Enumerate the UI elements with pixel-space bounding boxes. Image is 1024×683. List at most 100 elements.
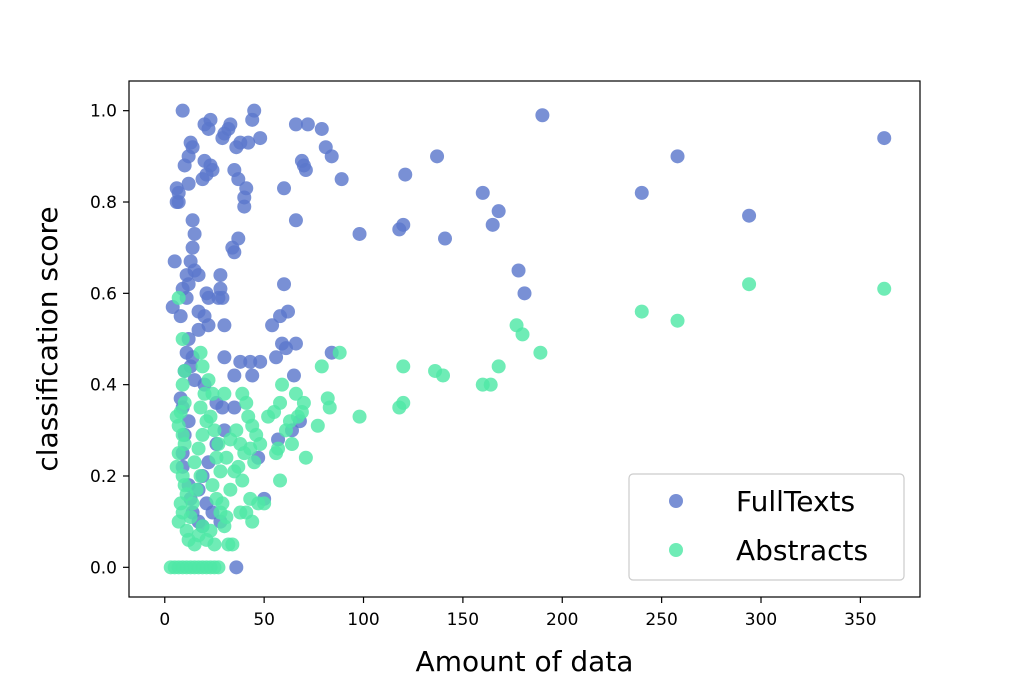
data-point xyxy=(742,277,757,292)
data-point xyxy=(742,208,757,223)
data-point xyxy=(265,318,280,333)
data-point xyxy=(201,373,216,388)
data-point xyxy=(398,167,413,182)
x-tick-label: 200 xyxy=(546,610,578,630)
data-point xyxy=(175,103,190,118)
x-tick-label: 0 xyxy=(159,610,170,630)
data-point xyxy=(239,395,254,410)
y-tick-label: 1.0 xyxy=(90,102,117,122)
data-point xyxy=(511,263,526,278)
data-point xyxy=(209,450,224,465)
data-point xyxy=(215,496,230,511)
data-point xyxy=(225,537,240,552)
data-point xyxy=(189,482,204,497)
data-point xyxy=(191,441,206,456)
data-point xyxy=(275,377,290,392)
data-point xyxy=(245,514,260,529)
x-tick-label: 150 xyxy=(447,610,479,630)
legend-box xyxy=(628,473,905,581)
data-point xyxy=(670,149,685,164)
data-point xyxy=(352,226,367,241)
data-point xyxy=(231,459,246,474)
data-point xyxy=(438,231,453,246)
legend-marker-fulltexts xyxy=(669,494,683,508)
legend-label-abstracts: Abstracts xyxy=(736,534,868,567)
data-point xyxy=(203,523,218,538)
data-point xyxy=(207,423,222,438)
y-tick-label: 0.6 xyxy=(90,284,117,304)
x-tick-label: 250 xyxy=(645,610,677,630)
data-point xyxy=(253,354,268,369)
data-point xyxy=(253,437,268,452)
data-point xyxy=(227,368,242,383)
data-point xyxy=(245,368,260,383)
data-point xyxy=(195,359,210,374)
data-point xyxy=(288,213,303,228)
data-point xyxy=(219,450,234,465)
data-point xyxy=(215,290,230,305)
data-point xyxy=(191,268,206,283)
data-point xyxy=(229,140,244,155)
data-point xyxy=(181,149,196,164)
data-point xyxy=(634,185,649,200)
data-point xyxy=(273,473,288,488)
data-point xyxy=(229,560,244,575)
y-tick-label: 0.8 xyxy=(90,193,117,213)
x-tick-label: 350 xyxy=(844,610,876,630)
y-tick-label: 0.4 xyxy=(90,376,117,396)
data-point xyxy=(175,332,190,346)
data-point xyxy=(227,245,242,260)
data-point xyxy=(215,400,230,415)
data-point xyxy=(253,131,268,146)
x-tick-label: 300 xyxy=(745,610,777,630)
x-axis-label: Amount of data xyxy=(416,645,634,678)
data-point xyxy=(171,290,186,305)
data-point xyxy=(233,505,248,520)
data-point xyxy=(217,350,232,365)
plot-frame xyxy=(128,80,921,598)
data-point xyxy=(288,336,303,351)
data-point xyxy=(245,112,260,127)
data-point xyxy=(213,464,228,479)
data-point xyxy=(215,131,230,146)
data-point xyxy=(324,149,339,164)
data-point xyxy=(300,117,315,132)
data-point xyxy=(227,400,242,415)
data-point xyxy=(877,281,892,296)
data-point xyxy=(396,217,411,232)
data-point xyxy=(185,496,200,511)
data-point xyxy=(219,510,234,525)
data-point xyxy=(195,427,210,442)
data-point xyxy=(396,395,411,410)
data-point xyxy=(436,368,451,383)
data-point xyxy=(167,254,182,269)
data-point xyxy=(491,204,506,219)
data-point xyxy=(235,473,250,488)
x-tick-label: 50 xyxy=(253,610,275,630)
data-point xyxy=(207,537,222,552)
data-point xyxy=(877,131,892,146)
data-point xyxy=(485,217,500,232)
data-point xyxy=(185,213,200,228)
data-point xyxy=(193,345,208,360)
data-point xyxy=(670,313,685,328)
data-point xyxy=(175,377,190,392)
data-point xyxy=(269,446,284,461)
data-point xyxy=(185,240,200,255)
data-point xyxy=(269,350,284,365)
data-point xyxy=(201,121,216,136)
data-point xyxy=(237,199,252,214)
data-point xyxy=(515,327,530,342)
data-point xyxy=(217,318,232,333)
data-point xyxy=(211,560,226,575)
data-point xyxy=(483,377,498,392)
data-point xyxy=(296,395,311,410)
data-point xyxy=(517,286,532,301)
data-point xyxy=(187,455,202,470)
y-tick-label: 0.0 xyxy=(90,558,117,578)
legend: FullTexts Abstracts xyxy=(628,473,905,581)
data-point xyxy=(352,409,367,424)
axes: 0 50 100 150 200 250 300 350 0.0 0.2 0.4 0.6 0.8 1.0 xyxy=(90,80,921,630)
data-point xyxy=(298,163,313,178)
